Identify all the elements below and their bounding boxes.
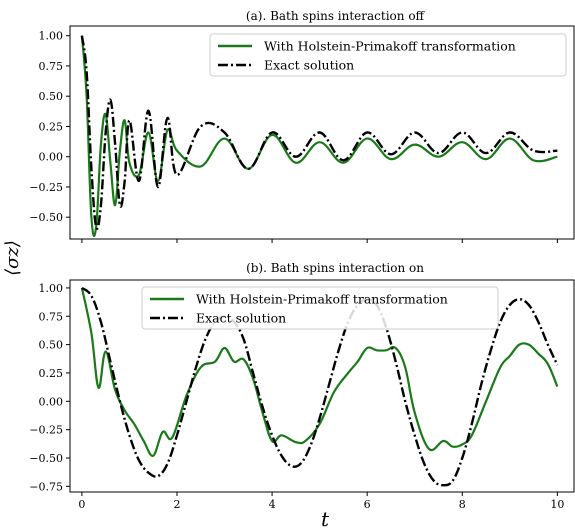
panel-b-legend-label: Exact solution xyxy=(196,311,286,326)
panel-b-series-exact-line xyxy=(81,286,559,487)
panel-a-legend-label: With Holstein-Primakoff transformation xyxy=(264,39,516,54)
panel-b-series-hp-line xyxy=(80,287,559,457)
panel-b-xtick-label: 10 xyxy=(550,498,564,511)
panel-b-legend: With Holstein-Primakoff transformation Ex… xyxy=(141,286,499,330)
panel-a-legend-box xyxy=(209,33,567,77)
panel-b-ytick-label: 0.25 xyxy=(39,367,64,380)
panel-b-ytick-label: 1.00 xyxy=(39,282,64,295)
panel-a-title: (a). Bath spins interaction off xyxy=(246,9,426,23)
panel-b-legend-label: With Holstein-Primakoff transformation xyxy=(196,292,448,307)
panel-a-legend-label: Exact solution xyxy=(264,58,354,73)
panel-b-xtick-label: 0 xyxy=(78,498,85,511)
panel-a-series-hp-line xyxy=(80,35,558,237)
panel-a-ytick-label: 0.50 xyxy=(39,90,64,103)
panel-b-ytick-label: −0.50 xyxy=(29,452,63,465)
panel-b-xtick-label: 2 xyxy=(173,498,180,511)
panel-b-title: (b). Bath spins interaction on xyxy=(246,261,424,275)
panel-a-ytick-label: 1.00 xyxy=(39,30,64,43)
panel-b-legend-box xyxy=(141,286,499,330)
panel-a-ytick-label: −0.25 xyxy=(29,181,63,194)
panel-a-frame xyxy=(69,25,575,240)
panel-a-ytick-label: 0.25 xyxy=(39,120,64,133)
panel-b-ytick-label: 0.75 xyxy=(39,310,64,323)
panel-b-ytick-label: −0.25 xyxy=(29,424,63,437)
panel-a-ytick-label: 0.75 xyxy=(39,60,64,73)
y-axis-label: ⟨σz⟩ xyxy=(2,240,23,276)
panel-b-xtick-label: 4 xyxy=(269,498,276,511)
panel-a-ytick-label: −0.50 xyxy=(29,211,63,224)
panel-a-ytick-label: 0.00 xyxy=(39,151,64,164)
x-axis-label: t xyxy=(321,507,330,531)
panel-b-ytick-label: 0.00 xyxy=(39,395,64,408)
panel-b-xtick-label: 6 xyxy=(364,498,371,511)
panel-a-legend: With Holstein-Primakoff transformation Ex… xyxy=(209,33,567,77)
panel-b-frame xyxy=(69,279,575,493)
panel-a-series-exact-line xyxy=(80,35,558,230)
panel-b-ytick-label: 0.50 xyxy=(39,339,64,352)
panel-b-ytick-label: −0.75 xyxy=(29,480,63,493)
panel-b-xtick-label: 8 xyxy=(459,498,466,511)
